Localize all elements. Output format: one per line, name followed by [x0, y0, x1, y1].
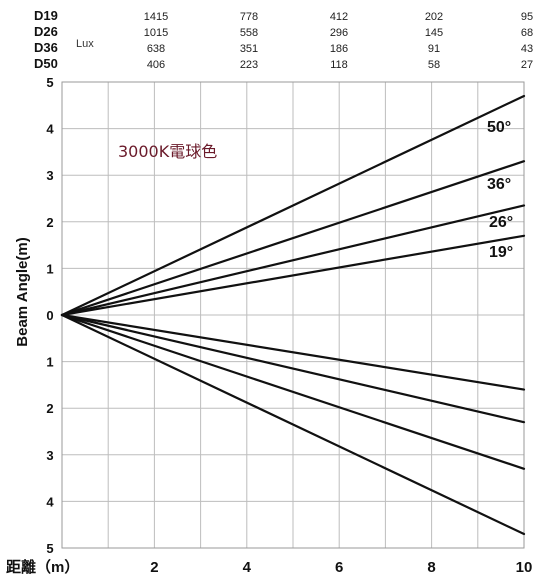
- lux-value: 118: [330, 59, 348, 71]
- beam-lines: [60, 94, 526, 536]
- lux-value: 223: [240, 59, 258, 71]
- lux-row-label: D50: [34, 56, 58, 71]
- lux-value: 68: [521, 27, 533, 39]
- x-tick-label: 2: [150, 559, 158, 576]
- lux-table: D19 1415 778 412 202 95 D26 1015 558 296 145 68 D36 6…: [34, 8, 533, 71]
- lux-value: 202: [425, 11, 443, 23]
- lux-value: 296: [330, 27, 348, 39]
- lux-unit-label: Lux: [76, 38, 94, 50]
- x-tick-label: 10: [516, 559, 533, 576]
- beam-angle-label: 50°: [487, 119, 511, 136]
- beam-line-lower: [60, 313, 526, 391]
- beam-angle-label: 36°: [487, 176, 511, 193]
- y-tick-label: 2: [46, 401, 53, 416]
- y-axis-title: Beam Angle(m): [14, 237, 31, 346]
- y-tick-label: 5: [46, 541, 53, 556]
- lux-value: 778: [240, 11, 258, 23]
- y-tick-label: 3: [46, 168, 53, 183]
- x-tick-label: 6: [335, 559, 343, 576]
- lux-row-label: D36: [34, 40, 58, 55]
- plot-grid: [62, 82, 524, 548]
- y-tick-label: 4: [46, 494, 54, 509]
- y-tick-label: 0: [46, 308, 53, 323]
- y-tick-label: 4: [46, 122, 54, 137]
- x-tick-label: 8: [427, 559, 435, 576]
- color-temperature-note: 3000K電球色: [118, 142, 217, 161]
- lux-value: 1415: [144, 11, 168, 23]
- y-tick-label: 2: [46, 215, 53, 230]
- lux-value: 558: [240, 27, 258, 39]
- beam-angle-label: 19°: [489, 244, 513, 261]
- lux-value: 1015: [144, 27, 168, 39]
- beam-line-upper: [60, 94, 526, 317]
- beam-line-lower: [60, 313, 526, 470]
- y-tick-label: 3: [46, 448, 53, 463]
- y-tick-label: 5: [46, 75, 53, 90]
- lux-row-label: D26: [34, 24, 58, 39]
- beam-line-upper: [60, 204, 526, 317]
- x-tick-label: 4: [243, 559, 252, 576]
- y-tick-label: 1: [46, 261, 53, 276]
- lux-value: 91: [428, 43, 440, 55]
- beam-line-upper: [60, 234, 526, 317]
- lux-value: 638: [147, 43, 165, 55]
- lux-value: 95: [521, 11, 533, 23]
- beam-angle-labels: 50° 36° 26° 19°: [487, 119, 513, 261]
- lux-value: 351: [240, 43, 258, 55]
- beam-line-lower: [60, 313, 526, 424]
- y-tick-labels: 5 4 3 2 1 0 1 2 3 4 5: [46, 75, 54, 556]
- lux-value: 43: [521, 43, 533, 55]
- lux-value: 186: [330, 43, 348, 55]
- lux-value: 27: [521, 59, 533, 71]
- beam-line-upper: [60, 160, 526, 317]
- x-axis-title: 距離（m）: [6, 558, 79, 576]
- lux-row-label: D19: [34, 8, 58, 23]
- beam-angle-label: 26°: [489, 214, 513, 231]
- beam-line-lower: [60, 313, 526, 536]
- lux-value: 412: [330, 11, 348, 23]
- lux-value: 406: [147, 59, 165, 71]
- lux-value: 145: [425, 27, 443, 39]
- y-tick-label: 1: [46, 355, 53, 370]
- lux-value: 58: [428, 59, 440, 71]
- x-tick-labels: 2 4 6 8 10: [150, 559, 532, 576]
